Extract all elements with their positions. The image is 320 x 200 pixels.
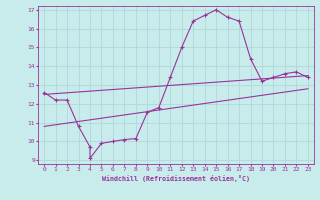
X-axis label: Windchill (Refroidissement éolien,°C): Windchill (Refroidissement éolien,°C) (102, 175, 250, 182)
